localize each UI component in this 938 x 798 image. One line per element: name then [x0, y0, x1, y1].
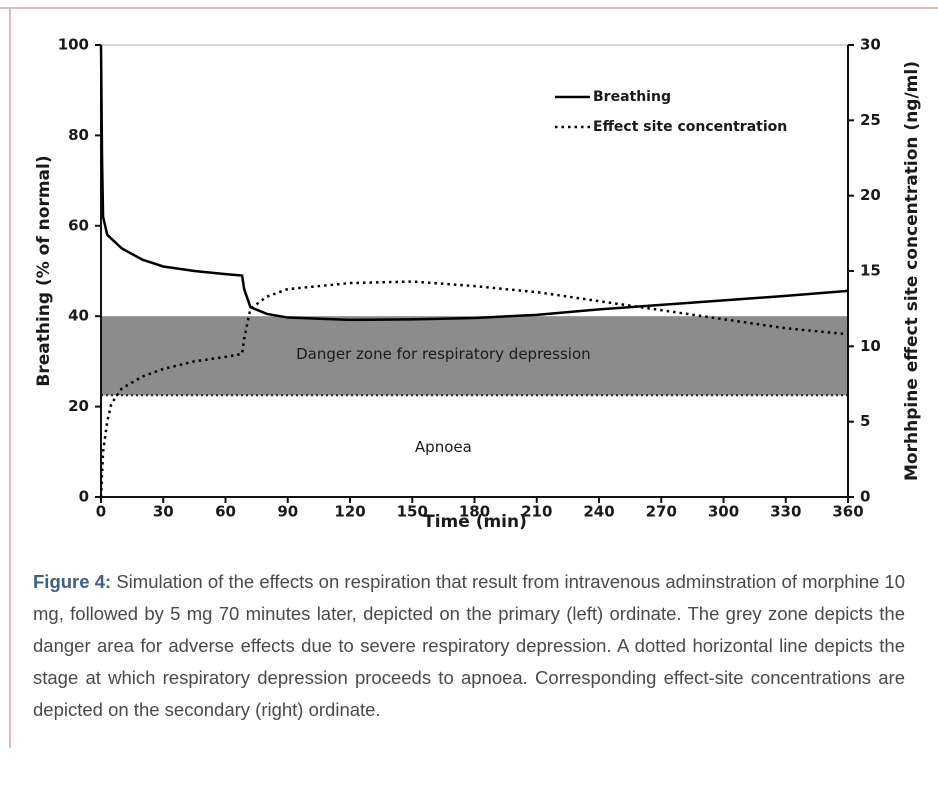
y2-tick-label: 5: [860, 412, 870, 430]
x-tick-label: 60: [215, 503, 236, 521]
y-axis-label: Breathing (% of normal): [34, 155, 54, 386]
y2-tick-label: 10: [860, 337, 881, 355]
x-tick-label: 180: [459, 503, 490, 521]
y-tick-label: 100: [58, 36, 89, 54]
x-tick-label: 120: [334, 503, 365, 521]
series-line: [99, 44, 849, 322]
x-tick-label: 0: [96, 503, 106, 521]
series-line: [99, 280, 849, 498]
x-tick-label: 270: [646, 503, 677, 521]
danger-zone-label: Danger zone for respiratory depression: [296, 345, 591, 363]
y2-tick-label: 25: [860, 111, 881, 129]
y-tick-label: 40: [68, 307, 89, 325]
y2-tick-label: 30: [860, 36, 881, 54]
y2-tick-label: 15: [860, 262, 881, 280]
x-tick-label: 150: [397, 503, 428, 521]
y2-tick-label: 0: [860, 488, 870, 506]
caption-label: Figure 4:: [33, 571, 112, 592]
x-tick-label: 240: [583, 503, 614, 521]
y-tick-label: 0: [79, 488, 89, 506]
x-tick-label: 90: [277, 503, 298, 521]
x-tick-label: 360: [832, 503, 863, 521]
x-axis-label: Time (min): [423, 512, 527, 532]
apnoea-label: Apnoea: [415, 438, 472, 456]
y-tick-label: 60: [68, 216, 89, 234]
caption: Figure 4: Simulation of the effects on r…: [33, 566, 905, 726]
y-tick-label: 20: [68, 397, 89, 415]
x-tick-label: 330: [770, 503, 801, 521]
y-tick-label: 80: [68, 126, 89, 144]
legend-label: Breathing: [593, 89, 671, 105]
x-tick-label: 30: [153, 503, 174, 521]
caption-text: Simulation of the effects on respiration…: [33, 571, 906, 720]
y2-tick-label: 20: [860, 186, 881, 204]
legend-label: Effect site concentration: [593, 119, 787, 135]
x-tick-label: 300: [708, 503, 739, 521]
x-tick-label: 210: [521, 503, 552, 521]
y2-axis-label: Morhhpine effect site concentration (ng/…: [902, 61, 922, 481]
